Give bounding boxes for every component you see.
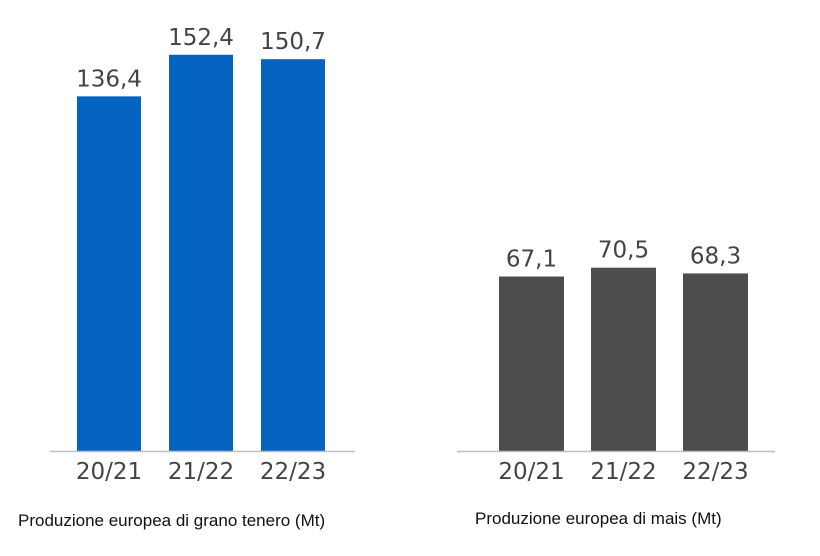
chart-title-wheat: Produzione europea di grano tenero (Mt) [18, 511, 326, 530]
data-label: 67,1 [506, 247, 557, 273]
bar-maize-21-22 [591, 267, 656, 451]
x-tick-label: 21/22 [590, 459, 656, 485]
x-tick-label: 21/22 [168, 459, 234, 485]
bar-wheat-20-21 [77, 96, 141, 452]
x-tick-label: 22/23 [682, 459, 748, 485]
data-label: 70,5 [598, 238, 649, 264]
data-label: 150,7 [260, 29, 326, 55]
data-label: 68,3 [690, 243, 741, 269]
data-label: 152,4 [168, 25, 234, 51]
bar-wheat-22-23 [261, 59, 325, 452]
bar-wheat-21-22 [169, 54, 233, 451]
chart-title-maize: Produzione europea di mais (Mt) [475, 509, 722, 528]
bar-maize-22-23 [683, 273, 748, 451]
x-tick-label: 20/21 [76, 459, 142, 485]
data-label: 136,4 [76, 66, 142, 92]
x-tick-label: 22/23 [260, 459, 326, 485]
x-tick-label: 20/21 [498, 459, 564, 485]
bar-maize-20-21 [499, 276, 564, 451]
